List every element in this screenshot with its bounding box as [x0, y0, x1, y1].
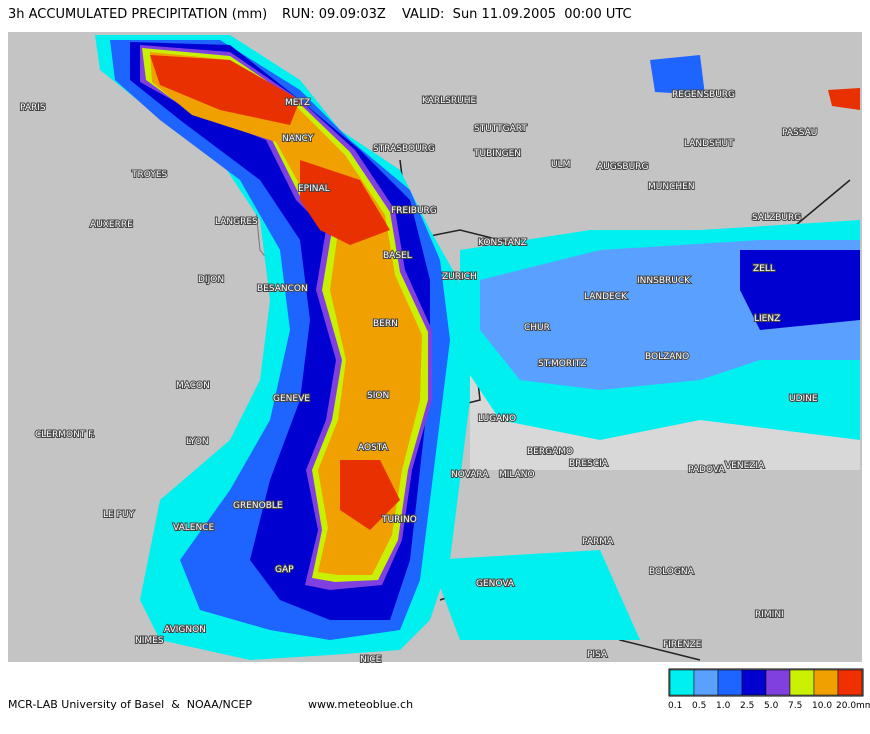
city-label: ULM [551, 160, 570, 170]
legend-swatch [741, 669, 767, 696]
city-label: PARMA [582, 537, 614, 547]
city-label: PISA [587, 650, 608, 660]
city-label: EPINAL [298, 184, 330, 194]
city-label: BERN [373, 319, 398, 329]
city-label: STRASBOURG [373, 144, 435, 154]
title: 3h ACCUMULATED PRECIPITATION (mm) [8, 7, 267, 22]
city-label: NICE [360, 655, 382, 665]
city-label: LE PUY [103, 510, 135, 520]
city-label: SALZBURG [752, 213, 801, 223]
city-label: BOLZANO [645, 352, 689, 362]
city-label: AUXERRE [90, 220, 133, 230]
website: www.meteoblue.ch [308, 698, 413, 711]
city-labels: PARIS METZ KARLSRUHE REGENSBURG PASSAU NANCY S… [19, 89, 819, 666]
city-label: GENOVA [476, 579, 515, 589]
legend-swatch [837, 669, 863, 696]
legend-label: 5.0 [764, 701, 779, 711]
legend-label: 10.0 [812, 701, 832, 711]
city-label: BOLOGNA [649, 567, 695, 577]
city-label: INNSBRUCK [637, 276, 691, 286]
city-label: SION [367, 391, 389, 401]
city-label: MUNCHEN [648, 182, 695, 192]
city-label: PARIS [20, 103, 46, 113]
city-label: FREIBURG [391, 206, 437, 216]
city-label: KONSTANZ [478, 238, 527, 248]
city-label: LUGANO [478, 414, 516, 424]
legend-label: 0.5 [692, 701, 706, 711]
map-area: PARIS METZ KARLSRUHE REGENSBURG PASSAU NANCY S… [8, 32, 862, 666]
city-label: LANDECK [584, 292, 628, 302]
city-label: GAP [275, 565, 294, 575]
legend-swatch [693, 669, 719, 696]
city-label: KARLSRUHE [422, 96, 476, 106]
city-label: UDINE [789, 394, 818, 404]
city-label: MACON [176, 381, 210, 391]
city-label: CLERMONT F. [35, 430, 95, 440]
city-label: GENEVE [273, 394, 310, 404]
city-label: AVIGNON [164, 625, 206, 635]
city-label: ST.MORITZ [538, 359, 586, 369]
city-label: NOVARA [451, 470, 489, 480]
city-label: RIMINI [755, 610, 784, 620]
precip-field [430, 550, 640, 640]
legend-frame [668, 668, 864, 697]
city-label: NIMES [135, 636, 164, 646]
city-label: MILANO [499, 470, 535, 480]
precip-field [340, 460, 400, 530]
city-label: AOSTA [358, 443, 389, 453]
precip-field [650, 55, 705, 95]
legend-swatch [813, 669, 839, 696]
legend-label: 7.5 [788, 701, 802, 711]
city-label: PADOVA [688, 465, 725, 475]
legend-label: 2.5 [740, 701, 754, 711]
legend-swatch [669, 669, 695, 696]
city-label: LANDSHUT [684, 139, 734, 149]
precip-field [740, 250, 860, 330]
legend: 0.1 0.5 1.0 2.5 5.0 7.5 10.0 20.0mm [668, 668, 870, 711]
credit: MCR-LAB University of Basel & NOAA/NCEP [8, 698, 252, 711]
city-label: BERGAMO [527, 447, 573, 457]
valid: VALID: Sun 11.09.2005 00:00 UTC [402, 7, 632, 22]
city-label: GRENOBLE [233, 501, 283, 511]
city-label: ZURICH [442, 272, 477, 282]
city-label: TURINO [381, 515, 417, 525]
legend-label: 1.0 [716, 701, 731, 711]
city-label: LYON [186, 437, 209, 447]
legend-swatch [765, 669, 791, 696]
precip-field [150, 55, 300, 125]
city-label: VENEZIA [725, 461, 765, 471]
city-label: PASSAU [782, 128, 817, 138]
city-label: LIENZ [754, 314, 780, 324]
city-label: BASEL [383, 251, 412, 261]
city-label: DIJON [198, 275, 224, 285]
run: RUN: 09.09:03Z [282, 7, 386, 22]
legend-swatch [717, 669, 743, 696]
city-label: NANCY [282, 134, 314, 144]
city-label: TROYES [131, 170, 168, 180]
legend-label: 0.1 [668, 701, 682, 711]
city-label: VALENCE [173, 523, 214, 533]
city-label: REGENSBURG [672, 90, 735, 100]
city-label: TUBINGEN [473, 149, 521, 159]
legend-label: 20.0mm [836, 701, 870, 711]
city-label: METZ [285, 98, 310, 108]
legend-swatch [789, 669, 815, 696]
city-label: AUGSBURG [597, 162, 648, 172]
city-label: BESANCON [257, 284, 308, 294]
city-label: LANGRES [215, 217, 258, 227]
city-label: BRESCIA [569, 459, 609, 469]
city-label: FIRENZE [663, 640, 702, 650]
city-label: CHUR [524, 323, 550, 333]
city-label: STUTTGART [474, 124, 527, 134]
city-label: ZELL [753, 264, 775, 274]
precip-field [828, 88, 860, 110]
precip-field [300, 160, 390, 245]
